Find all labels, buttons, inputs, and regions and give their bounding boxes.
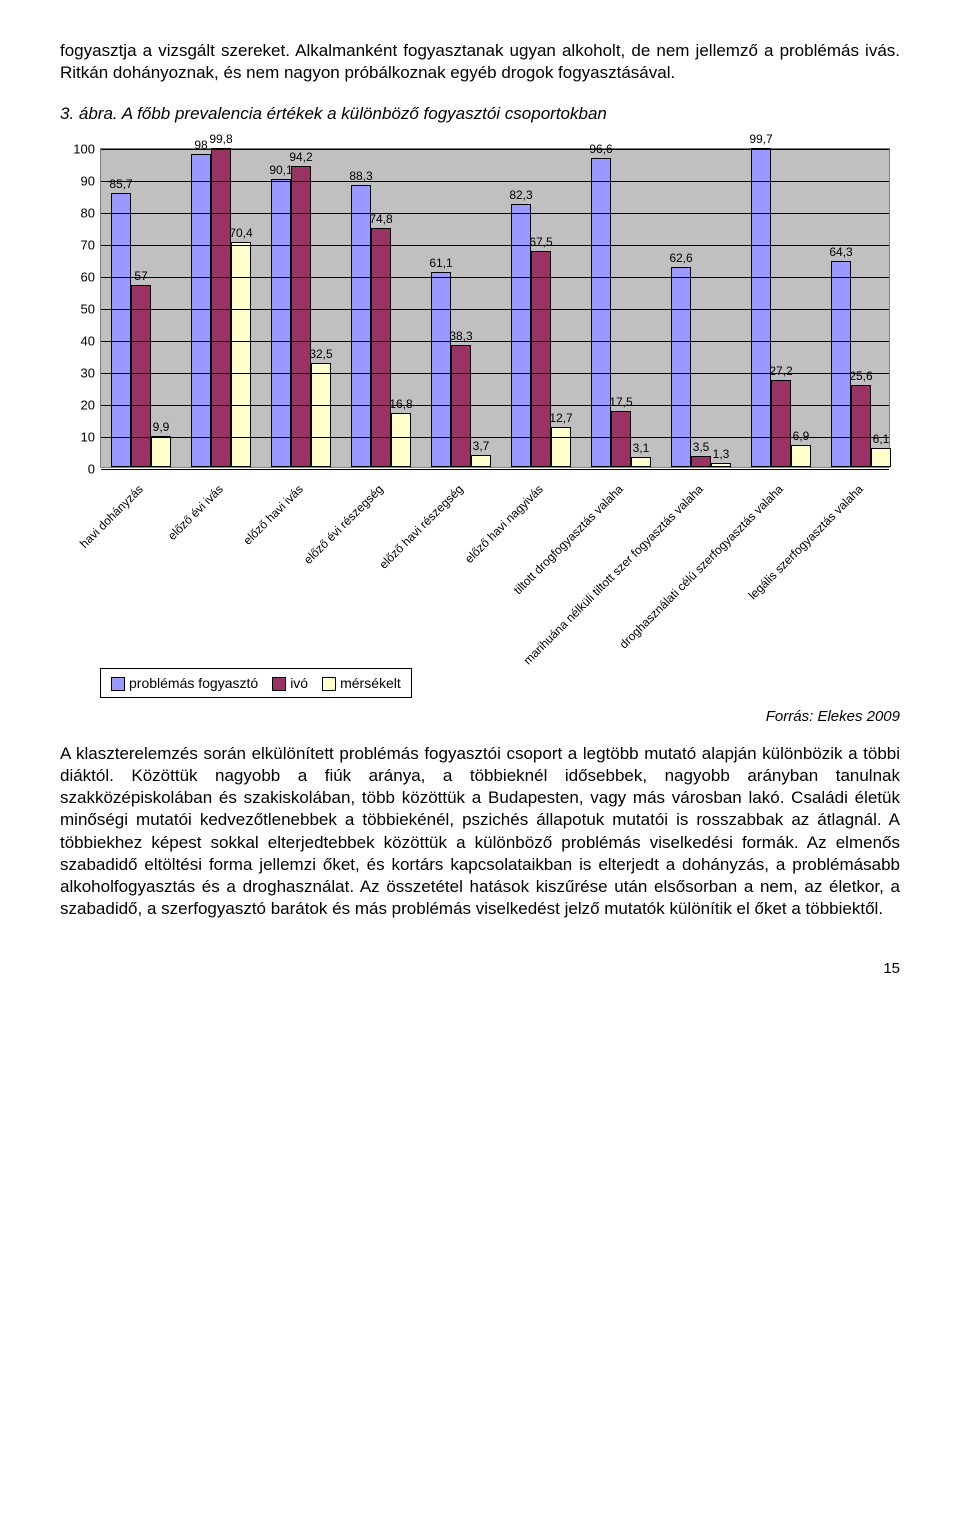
chart-value-label: 64,3 [823, 245, 859, 259]
chart-ytick: 60 [81, 270, 101, 285]
chart-gridline [101, 149, 889, 150]
chart-value-label: 94,2 [283, 150, 319, 164]
legend-label: mérsékelt [340, 675, 401, 691]
legend-item: problémás fogyasztó [111, 675, 258, 691]
chart-value-label: 17,5 [603, 395, 639, 409]
chart-ytick: 30 [81, 366, 101, 381]
chart-bars-layer: 85,7579,99899,870,490,194,232,588,374,81… [101, 149, 889, 467]
chart-xlabel: előző havi nagyivás [462, 482, 546, 566]
chart-bar [871, 448, 891, 468]
legend-swatch [111, 677, 125, 691]
chart-xlabel: előző havi ivás [240, 482, 306, 548]
chart-xlabel: havi dohányzás [77, 482, 146, 551]
chart-value-label: 6,9 [783, 429, 819, 443]
chart-value-label: 99,8 [203, 132, 239, 146]
chart-value-label: 27,2 [763, 364, 799, 378]
chart-caption: 3. ábra. A főbb prevalencia értékek a kü… [60, 104, 900, 124]
paragraph-intro: fogyasztja a vizsgált szereket. Alkalman… [60, 40, 900, 84]
chart-ytick: 80 [81, 206, 101, 221]
legend-swatch [322, 677, 336, 691]
chart-xlabel: droghasználati célú szerfogyasztás valah… [617, 482, 786, 651]
legend-item: ivó [272, 675, 308, 691]
chart-xlabel: előző havi részegség [376, 482, 466, 572]
chart-value-label: 9,9 [143, 420, 179, 434]
chart-bar [851, 385, 871, 467]
chart-source: Forrás: Elekes 2009 [60, 708, 900, 725]
chart-container: 85,7579,99899,870,490,194,232,588,374,81… [60, 138, 900, 698]
chart-gridline [101, 373, 889, 374]
chart-ytick: 0 [88, 462, 101, 477]
chart-gridline [101, 213, 889, 214]
paragraph-analysis: A klaszterelemzés során elkülönített pro… [60, 743, 900, 920]
chart-gridline [101, 181, 889, 182]
chart-ytick: 10 [81, 430, 101, 445]
legend-swatch [272, 677, 286, 691]
chart-bar [531, 251, 551, 467]
chart-xlabel: előző évi részegség [301, 482, 386, 567]
chart-bar [471, 455, 491, 467]
chart-value-label: 67,5 [523, 235, 559, 249]
chart-bar [631, 457, 651, 467]
chart-bar [391, 413, 411, 467]
chart-xlabel: előző évi ivás [165, 482, 226, 543]
chart-bar [111, 193, 131, 467]
chart-bar [371, 228, 391, 467]
chart-bar [191, 154, 211, 468]
chart-value-label: 85,7 [103, 177, 139, 191]
chart-ytick: 90 [81, 174, 101, 189]
chart-plot-area: 85,7579,99899,870,490,194,232,588,374,81… [100, 148, 890, 468]
chart-value-label: 70,4 [223, 226, 259, 240]
chart-value-label: 6,1 [863, 432, 899, 446]
chart-bar [151, 436, 171, 468]
chart-value-label: 82,3 [503, 188, 539, 202]
chart-bar [611, 411, 631, 467]
chart-ytick: 20 [81, 398, 101, 413]
chart-value-label: 3,1 [623, 441, 659, 455]
chart-gridline [101, 341, 889, 342]
chart-gridline [101, 437, 889, 438]
chart-value-label: 32,5 [303, 347, 339, 361]
legend-item: mérsékelt [322, 675, 401, 691]
chart-bar [291, 166, 311, 467]
chart-ytick: 70 [81, 238, 101, 253]
chart-ytick: 40 [81, 334, 101, 349]
chart-bar [351, 185, 371, 468]
chart-value-label: 1,3 [703, 447, 739, 461]
chart-gridline [101, 469, 889, 470]
chart-value-label: 25,6 [843, 369, 879, 383]
chart-gridline [101, 277, 889, 278]
chart-value-label: 62,6 [663, 251, 699, 265]
chart-xlabel: marihuána nélküli tiltott szer fogyasztá… [521, 482, 706, 667]
chart-bar [791, 445, 811, 467]
chart-bar [711, 463, 731, 467]
chart-value-label: 99,7 [743, 132, 779, 146]
chart-bar [751, 148, 771, 467]
chart-bar [551, 427, 571, 468]
chart-gridline [101, 309, 889, 310]
chart-ytick: 50 [81, 302, 101, 317]
chart-value-label: 12,7 [543, 411, 579, 425]
chart-legend: problémás fogyasztó ivó mérsékelt [100, 668, 412, 698]
chart-value-label: 3,7 [463, 439, 499, 453]
chart-gridline [101, 405, 889, 406]
chart-bar [311, 363, 331, 467]
chart-bar [231, 242, 251, 467]
chart-bar [771, 380, 791, 467]
chart-bar [591, 158, 611, 467]
chart-bar [211, 148, 231, 467]
legend-label: ivó [290, 675, 308, 691]
chart-value-label: 57 [123, 269, 159, 283]
chart-ytick: 100 [73, 142, 101, 157]
chart-bar [271, 179, 291, 467]
legend-label: problémás fogyasztó [129, 675, 258, 691]
chart-value-label: 61,1 [423, 256, 459, 270]
chart-bar [131, 285, 151, 467]
page-number: 15 [60, 960, 900, 977]
chart-gridline [101, 245, 889, 246]
